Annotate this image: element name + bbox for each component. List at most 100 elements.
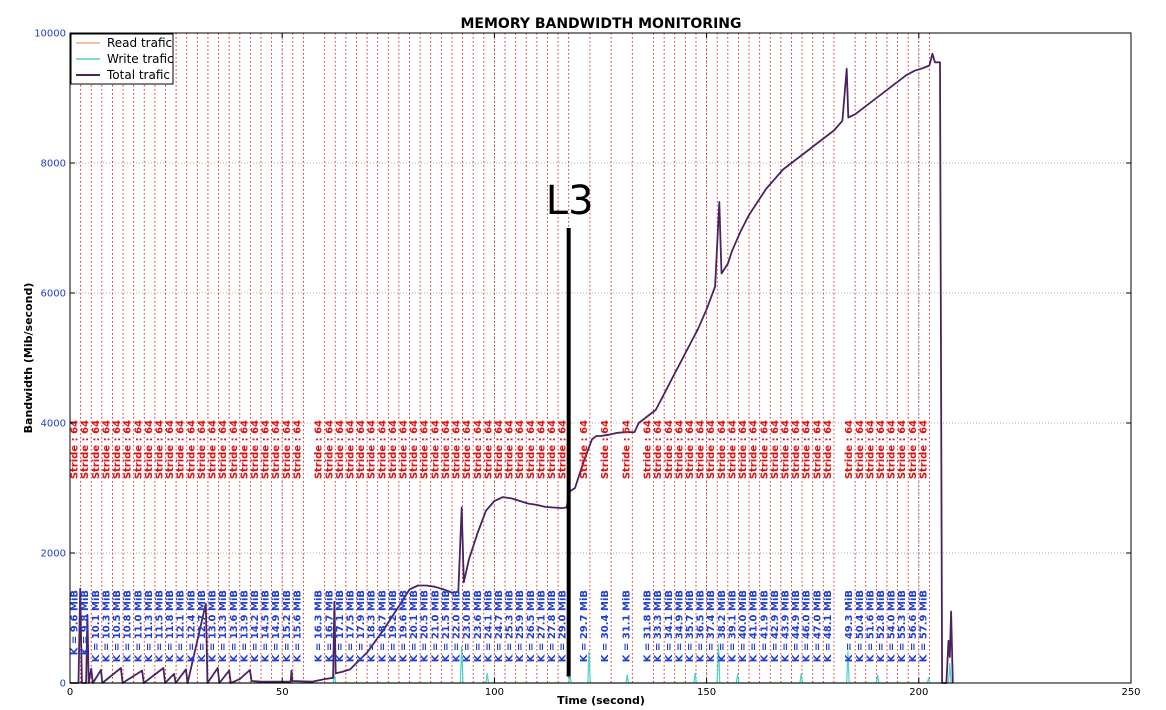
k-label: K = 10.1 MiB (91, 590, 102, 662)
stride-label: Stride : 64 (791, 420, 802, 479)
x-tick-label: 100 (485, 687, 504, 698)
y-tick-label: 8000 (41, 159, 66, 170)
stride-label: Stride : 64 (908, 420, 919, 479)
stride-label: Stride : 64 (621, 420, 632, 479)
k-label: K = 17.5 MiB (346, 590, 357, 662)
stride-label: Stride : 64 (123, 420, 134, 479)
k-label: K = 25.9 MiB (515, 590, 526, 662)
stride-label: Stride : 64 (144, 420, 155, 479)
k-label: K = 29.7 MiB (579, 590, 590, 662)
k-label: K = 16.3 MiB (314, 590, 325, 662)
stride-label: Stride : 64 (812, 420, 823, 479)
stride-label: Stride : 64 (781, 420, 792, 479)
tick-labels: 0 50 100 150 200 250 0 2000 4000 6000 8000 10000 (34, 29, 1140, 699)
k-label: K = 40.0 MiB (738, 590, 749, 662)
k-label: K = 21.5 MiB (441, 590, 452, 662)
stride-label: Stride : 64 (462, 420, 473, 479)
run-labels: Stride : 64 K = 9.6 MiB Stride : 64 K = 9.8… (70, 420, 930, 662)
stride-label: Stride : 64 (918, 420, 929, 479)
k-label: K = 21.0 MiB (430, 590, 441, 662)
k-label: K = 33.3 MiB (653, 590, 664, 662)
k-label: K = 46.0 MiB (802, 590, 813, 662)
y-tick-label: 0 (60, 679, 66, 690)
stride-label: Stride : 64 (674, 420, 685, 479)
stride-label: Stride : 64 (770, 420, 781, 479)
stride-label: Stride : 64 (515, 420, 526, 479)
run-marker-lines (80, 33, 930, 683)
k-label: K = 11.8 MiB (165, 590, 176, 662)
k-label: K = 17.1 MiB (335, 590, 346, 662)
k-label: K = 18.7 MiB (377, 590, 388, 662)
stride-label: Stride : 64 (239, 420, 250, 479)
stride-label: Stride : 64 (505, 420, 516, 479)
legend-entry: Write trafic (107, 52, 174, 66)
stride-label: Stride : 64 (420, 420, 431, 479)
stride-label: Stride : 64 (356, 420, 367, 479)
k-label: K = 19.6 MiB (399, 590, 410, 662)
k-label: K = 37.4 MiB (706, 590, 717, 662)
k-label: K = 50.4 MiB (855, 590, 866, 662)
series-line-total-trafic (70, 52, 954, 684)
k-label: K = 17.9 MiB (356, 590, 367, 662)
stride-label: Stride : 64 (208, 420, 219, 479)
k-label: K = 39.1 MiB (727, 590, 738, 662)
k-label: K = 11.5 MiB (155, 590, 166, 662)
x-tick-label: 250 (1121, 687, 1140, 698)
k-label: K = 27.8 MiB (547, 590, 558, 662)
k-label: K = 52.8 MiB (876, 590, 887, 662)
k-label: K = 44.9 MiB (791, 590, 802, 662)
k-label: K = 42.9 MiB (770, 590, 781, 662)
k-label: K = 13.0 MiB (208, 590, 219, 662)
y-tick-label: 4000 (41, 419, 66, 430)
k-label: K = 31.8 MiB (643, 590, 654, 662)
k-label: K = 11.3 MiB (144, 590, 155, 662)
k-label: K = 9.6 MiB (70, 590, 81, 655)
stride-label: Stride : 64 (494, 420, 505, 479)
stride-label: Stride : 64 (749, 420, 760, 479)
stride-label: Stride : 64 (865, 420, 876, 479)
stride-label: Stride : 64 (653, 420, 664, 479)
stride-label: Stride : 64 (197, 420, 208, 479)
k-label: K = 11.0 MiB (133, 590, 144, 662)
stride-label: Stride : 64 (250, 420, 261, 479)
x-tick-label: 150 (697, 687, 716, 698)
stride-label: Stride : 64 (727, 420, 738, 479)
stride-label: Stride : 64 (802, 420, 813, 479)
k-label: K = 34.1 MiB (664, 590, 675, 662)
stride-label: Stride : 64 (897, 420, 908, 479)
y-tick-label: 6000 (41, 289, 66, 300)
k-label: K = 47.0 MiB (812, 590, 823, 662)
k-label: K = 13.6 MiB (229, 590, 240, 662)
k-label: K = 24.1 MiB (483, 590, 494, 662)
k-label: K = 48.1 MiB (823, 590, 834, 662)
k-label: K = 30.4 MiB (600, 590, 611, 662)
stride-label: Stride : 64 (346, 420, 357, 479)
x-tick-label: 0 (67, 687, 73, 698)
stride-label: Stride : 64 (91, 420, 102, 479)
stride-label: Stride : 64 (685, 420, 696, 479)
stride-label: Stride : 64 (579, 420, 590, 479)
stride-label: Stride : 64 (664, 420, 675, 479)
stride-label: Stride : 64 (643, 420, 654, 479)
stride-label: Stride : 64 (367, 420, 378, 479)
stride-label: Stride : 64 (261, 420, 272, 479)
stride-label: Stride : 64 (409, 420, 420, 479)
k-label: K = 12.1 MiB (176, 590, 187, 662)
k-label: K = 26.5 MiB (526, 590, 537, 662)
stride-label: Stride : 64 (855, 420, 866, 479)
y-tick-label: 10000 (34, 29, 66, 40)
stride-label: Stride : 64 (696, 420, 707, 479)
stride-label: Stride : 64 (186, 420, 197, 479)
k-label: K = 29.0 MiB (558, 590, 569, 662)
stride-label: Stride : 64 (887, 420, 898, 479)
stride-label: Stride : 64 (876, 420, 887, 479)
stride-label: Stride : 64 (483, 420, 494, 479)
x-tick-label: 50 (276, 687, 289, 698)
k-label: K = 55.3 MiB (897, 590, 908, 662)
stride-label: Stride : 64 (600, 420, 611, 479)
legend-entry: Total trafic (106, 68, 170, 82)
k-label: K = 13.3 MiB (218, 590, 229, 662)
k-label: K = 36.5 MiB (696, 590, 707, 662)
l3-annotation: L3 (546, 178, 594, 677)
